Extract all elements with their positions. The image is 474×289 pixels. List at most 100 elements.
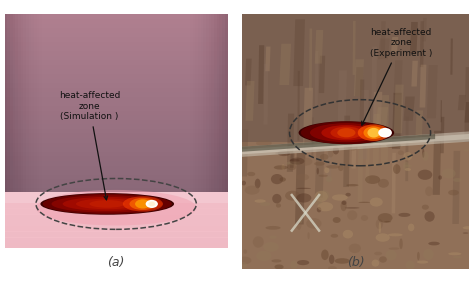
Ellipse shape (448, 190, 459, 195)
Ellipse shape (378, 213, 392, 223)
Ellipse shape (399, 238, 403, 249)
Polygon shape (5, 243, 228, 249)
Polygon shape (5, 28, 228, 33)
Polygon shape (5, 19, 228, 24)
Polygon shape (343, 116, 350, 187)
Ellipse shape (417, 260, 428, 264)
Text: heat-affected
zone
(Simulation ): heat-affected zone (Simulation ) (59, 91, 120, 200)
Ellipse shape (320, 154, 328, 160)
Text: (b): (b) (346, 256, 365, 269)
Polygon shape (351, 135, 356, 168)
Polygon shape (241, 129, 248, 177)
Ellipse shape (237, 257, 252, 264)
Polygon shape (357, 129, 363, 202)
Ellipse shape (378, 128, 392, 138)
Ellipse shape (463, 226, 474, 229)
Polygon shape (5, 193, 228, 198)
Ellipse shape (314, 162, 325, 166)
Polygon shape (5, 184, 228, 188)
Polygon shape (5, 92, 228, 97)
Ellipse shape (330, 127, 362, 139)
Polygon shape (378, 38, 390, 59)
Ellipse shape (442, 168, 456, 179)
Polygon shape (293, 19, 305, 86)
Ellipse shape (256, 140, 272, 146)
Ellipse shape (129, 198, 156, 210)
Polygon shape (415, 110, 423, 141)
Ellipse shape (276, 203, 281, 208)
Polygon shape (5, 79, 228, 83)
Ellipse shape (372, 260, 379, 267)
Polygon shape (5, 106, 228, 111)
Ellipse shape (63, 197, 152, 211)
Ellipse shape (384, 221, 391, 223)
Polygon shape (5, 179, 228, 184)
Ellipse shape (296, 220, 301, 230)
Ellipse shape (428, 242, 440, 245)
Ellipse shape (333, 146, 339, 154)
Ellipse shape (338, 165, 344, 171)
Ellipse shape (247, 172, 255, 176)
Polygon shape (394, 85, 404, 133)
Text: heat-affected
zone
(Experiment ): heat-affected zone (Experiment ) (362, 28, 432, 125)
Polygon shape (5, 56, 228, 60)
Ellipse shape (374, 252, 382, 255)
Ellipse shape (370, 197, 383, 207)
Ellipse shape (358, 202, 370, 203)
Ellipse shape (265, 226, 281, 230)
Ellipse shape (245, 186, 260, 195)
Polygon shape (327, 131, 332, 182)
Ellipse shape (422, 205, 429, 210)
Ellipse shape (403, 152, 412, 160)
Ellipse shape (135, 199, 151, 208)
Polygon shape (422, 18, 427, 41)
Polygon shape (5, 134, 228, 138)
Polygon shape (303, 138, 314, 152)
Ellipse shape (305, 144, 318, 145)
Polygon shape (337, 71, 347, 135)
Polygon shape (355, 67, 364, 96)
Ellipse shape (389, 247, 400, 250)
Ellipse shape (398, 213, 410, 217)
Ellipse shape (340, 201, 346, 211)
Ellipse shape (331, 234, 338, 238)
Polygon shape (287, 114, 294, 172)
Ellipse shape (378, 179, 389, 188)
Polygon shape (5, 60, 228, 65)
Polygon shape (5, 74, 228, 79)
Ellipse shape (76, 199, 138, 209)
Ellipse shape (253, 236, 264, 248)
Ellipse shape (337, 128, 356, 137)
Ellipse shape (278, 151, 290, 156)
Polygon shape (5, 42, 228, 47)
Ellipse shape (40, 193, 174, 215)
Polygon shape (5, 124, 228, 129)
Ellipse shape (279, 177, 286, 182)
Polygon shape (5, 83, 228, 88)
Polygon shape (319, 56, 325, 93)
Polygon shape (5, 175, 228, 179)
Ellipse shape (296, 193, 311, 203)
Ellipse shape (321, 125, 372, 140)
Polygon shape (5, 147, 228, 152)
Polygon shape (297, 71, 300, 141)
Ellipse shape (403, 162, 410, 171)
Ellipse shape (332, 194, 348, 201)
Ellipse shape (333, 217, 341, 223)
Ellipse shape (408, 224, 414, 231)
Polygon shape (391, 37, 398, 52)
Ellipse shape (256, 251, 272, 261)
Ellipse shape (148, 202, 155, 206)
Ellipse shape (286, 161, 301, 165)
Polygon shape (311, 117, 314, 157)
Ellipse shape (297, 260, 309, 265)
Ellipse shape (318, 190, 329, 201)
Text: (a): (a) (108, 256, 125, 269)
Ellipse shape (364, 126, 384, 139)
Polygon shape (405, 117, 409, 181)
Polygon shape (381, 95, 389, 165)
Polygon shape (5, 101, 228, 106)
Ellipse shape (388, 233, 402, 236)
Ellipse shape (275, 152, 290, 154)
Ellipse shape (379, 222, 381, 233)
